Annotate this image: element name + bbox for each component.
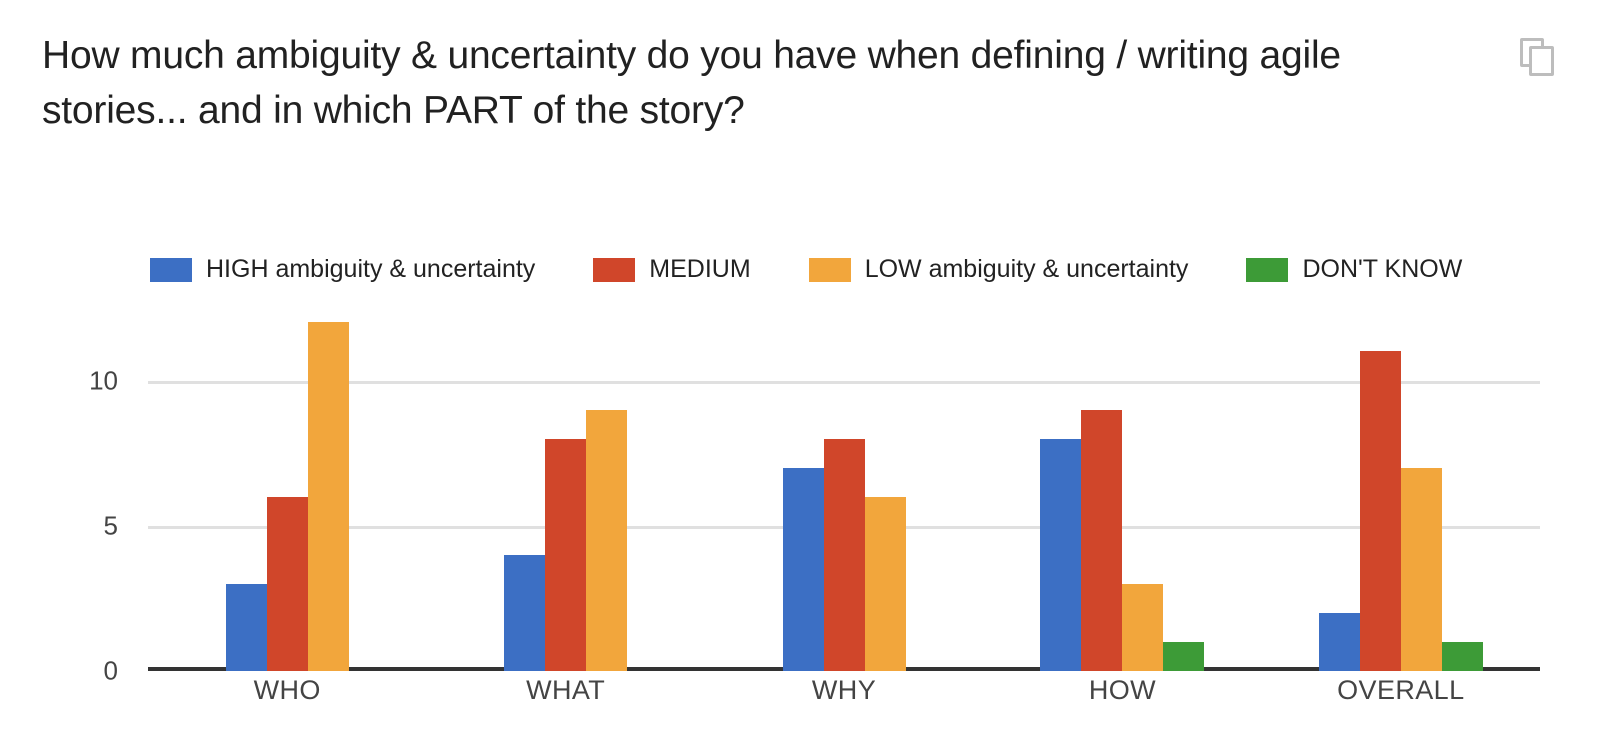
bar[interactable] <box>1441 641 1483 671</box>
legend-item[interactable]: DON'T KNOW <box>1246 257 1462 282</box>
legend-item[interactable]: HIGH ambiguity & uncertainty <box>150 257 535 282</box>
bar-group <box>983 305 1261 671</box>
bar-group-bars <box>782 305 906 671</box>
legend-item[interactable]: LOW ambiguity & uncertainty <box>808 255 1189 283</box>
bar[interactable] <box>823 438 865 671</box>
x-axis-tick-label: OVERALL <box>1337 675 1465 705</box>
bar[interactable] <box>1040 438 1082 671</box>
chart-legend: HIGH ambiguity & uncertainty MEDIUM LOW am… <box>150 257 1462 282</box>
copy-icon[interactable] <box>1518 36 1564 82</box>
bar-groups <box>148 305 1540 671</box>
legend-swatch <box>150 257 192 282</box>
bar[interactable] <box>1163 641 1205 671</box>
bar[interactable] <box>307 322 349 671</box>
legend-label: MEDIUM <box>649 255 751 283</box>
bar[interactable] <box>586 409 628 671</box>
bar-group-bars <box>1040 305 1205 671</box>
legend-item[interactable]: MEDIUM <box>593 255 751 283</box>
bar[interactable] <box>1359 351 1401 671</box>
bar[interactable] <box>504 554 546 671</box>
legend-swatch <box>593 257 636 282</box>
x-axis-tick-label: WHO <box>253 675 321 705</box>
bar[interactable] <box>1318 612 1360 671</box>
bar[interactable] <box>1122 583 1164 671</box>
bar-group-bars <box>1318 305 1483 671</box>
copy-icon-front-sheet <box>1529 46 1554 76</box>
bar-group <box>705 305 983 671</box>
bar[interactable] <box>225 583 267 671</box>
bar-group <box>426 305 704 671</box>
legend-swatch <box>808 257 851 282</box>
legend-swatch <box>1246 257 1289 282</box>
legend-label: LOW ambiguity & uncertainty <box>864 255 1189 283</box>
bar[interactable] <box>864 496 906 671</box>
bar[interactable] <box>1400 467 1442 671</box>
y-axis-tick-label: 10 <box>89 365 118 396</box>
legend-label: DON'T KNOW <box>1302 255 1463 283</box>
bar-group-bars <box>225 305 349 671</box>
page-title: How much ambiguity & uncertainty do you … <box>42 34 1341 132</box>
y-axis-tick-label: 5 <box>103 510 118 541</box>
x-axis-tick-label: WHY <box>811 675 877 705</box>
bar-group <box>148 305 426 671</box>
legend-label: HIGH ambiguity & uncertainty <box>206 255 536 283</box>
bar[interactable] <box>1081 409 1123 671</box>
x-axis-labels: WHO WHAT WHY HOW OVERALL <box>148 675 1540 706</box>
plot-wrapper: 0 5 10 WHO WHAT WHY HOW OVERALL <box>0 175 1622 735</box>
x-axis-tick-label: WHAT <box>526 675 606 705</box>
bar[interactable] <box>545 438 587 671</box>
chart-header: How much ambiguity & uncertainty do you … <box>0 0 1622 138</box>
gridline <box>148 380 1540 384</box>
x-axis-tick-label: HOW <box>1088 675 1157 705</box>
bar-group <box>1262 305 1540 671</box>
bar-chart: HIGH ambiguity & uncertainty MEDIUM LOW am… <box>0 175 1622 735</box>
bar[interactable] <box>782 467 824 671</box>
bar[interactable] <box>266 496 308 671</box>
y-axis-tick-label: 0 <box>103 655 118 686</box>
bar-group-bars <box>504 305 628 671</box>
